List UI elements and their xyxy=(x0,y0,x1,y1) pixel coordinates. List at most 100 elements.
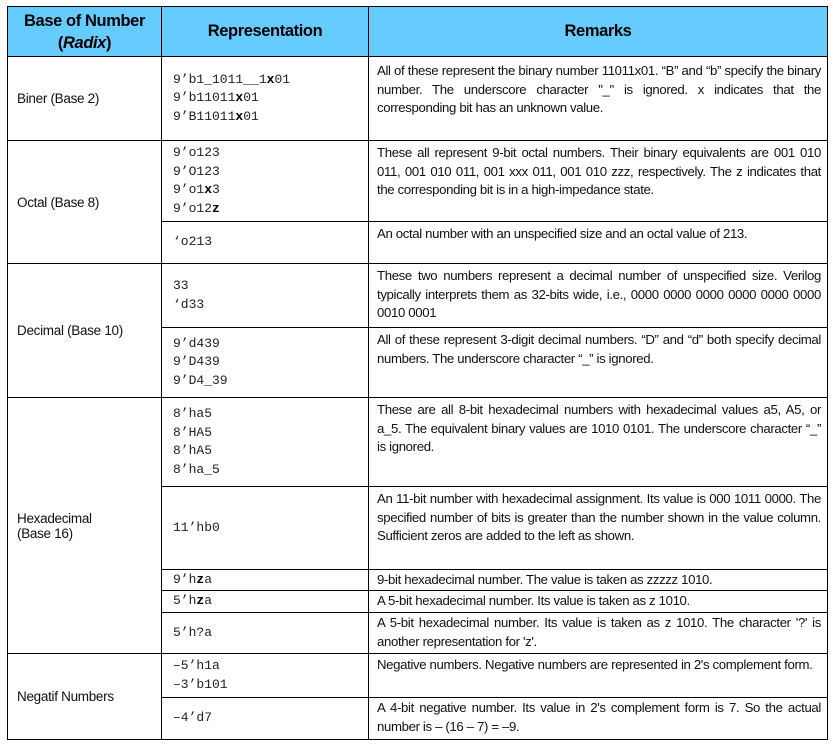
representation-line: 9’hza xyxy=(173,571,362,590)
header-remarks: Remarks xyxy=(368,6,828,57)
base-cell: Hexadecimal (Base 16) xyxy=(7,397,162,654)
remark-cell: All of these represent the binary number… xyxy=(368,56,828,141)
representation-text: 8’ha_5 xyxy=(173,461,220,477)
representation-text: ‘o213 xyxy=(173,234,213,250)
representation-line: 9’O123 xyxy=(173,163,362,182)
table-row: Negatif Numbers –5’h1a –3’b101 Negative num… xyxy=(7,653,828,740)
representation-cell: 5’hza xyxy=(161,590,369,613)
representation-text: 9’h xyxy=(173,571,197,587)
representation-line: 9’b1_1011__1x01 xyxy=(173,71,362,90)
representation-cell: 8’ha5 8’HA5 8’hA5 8’ha_5 xyxy=(161,397,369,487)
representation-cell: 11’hb0 xyxy=(161,486,369,570)
header-base-label: Base of Number xyxy=(24,11,145,30)
representation-line: 9’b11011x01 xyxy=(173,89,362,108)
representation-bold-digit: z xyxy=(196,571,205,587)
representation-cell: 5’h?a xyxy=(161,612,369,654)
representation-line: 8’hA5 xyxy=(173,442,362,461)
representation-line: –3’b101 xyxy=(173,676,362,695)
representation-line: 33 xyxy=(173,277,362,296)
representation-bold-digit: x xyxy=(235,108,244,124)
representation-text: 9’o123 xyxy=(173,145,220,160)
representation-line: –5’h1a xyxy=(173,657,362,676)
remark-cell: These all represent 9-bit octal numbers.… xyxy=(368,140,828,222)
representation-text: 9’b1_1011__1 xyxy=(173,71,267,87)
representation-text: –4’d7 xyxy=(173,710,213,726)
header-row: Base of Number (Radix) Representation Rem… xyxy=(7,6,828,57)
representation-text: 8’HA5 xyxy=(173,424,213,440)
base-cell: Decimal (Base 10) xyxy=(7,263,162,398)
representation-bold-digit: z xyxy=(212,200,220,216)
header-radix-label: Radix xyxy=(63,33,106,52)
representation-bold-digit: x xyxy=(204,182,213,197)
representation-line: 8’HA5 xyxy=(173,424,362,443)
representation-bold-digit: z xyxy=(196,593,205,609)
remark-cell: A 5-bit hexadecimal number. Its value is… xyxy=(368,590,828,613)
representation-line: 9’o12z xyxy=(173,200,362,219)
representation-line: 5’hza xyxy=(173,592,362,611)
representation-line: 9’o123 xyxy=(173,144,362,163)
representation-line: 8’ha_5 xyxy=(173,461,362,480)
representation-text: 8’hA5 xyxy=(173,443,213,458)
representation-line: 9’D439 xyxy=(173,353,362,372)
representation-cell: ‘o213 xyxy=(161,221,369,264)
remark-cell: A 5-bit hexadecimal number. Its value is… xyxy=(368,612,828,654)
representation-line: –4’d7 xyxy=(173,709,362,728)
remark-cell: These are all 8-bit hexadecimal numbers … xyxy=(368,397,828,487)
table-row: Octal (Base 8) 9’o123 9’O123 9’o1x3 9’o12z Th… xyxy=(7,140,828,264)
remark-cell: A 4-bit negative number. Its value in 2'… xyxy=(368,697,828,740)
base-cell: Octal (Base 8) xyxy=(7,140,162,264)
remark-cell: Negative numbers. Negative numbers are r… xyxy=(368,653,828,698)
representation-bold-digit: x xyxy=(235,90,244,106)
representation-text: 01 xyxy=(274,71,291,87)
representation-cell: 9’o123 9’O123 9’o1x3 9’o12z xyxy=(161,140,369,222)
representation-text: 3 xyxy=(212,182,220,197)
representation-line: 8’ha5 xyxy=(173,405,362,424)
table-row: 11’hb0 An 11-bit number with hexadecimal … xyxy=(8,486,828,570)
representation-line: 11’hb0 xyxy=(173,519,362,538)
representation-bold-digit: x xyxy=(266,71,275,87)
representation-cell: 9’d439 9’D439 9’D4_39 xyxy=(161,327,369,398)
representation-cell: –5’h1a –3’b101 xyxy=(161,653,369,698)
header-representation: Representation xyxy=(161,6,369,57)
representation-text: 9’o12 xyxy=(173,200,213,216)
remark-cell: An 11-bit number with hexadecimal assign… xyxy=(368,486,828,570)
representation-cell: –4’d7 xyxy=(161,697,369,740)
representation-line: 9’o1x3 xyxy=(173,181,362,200)
representation-text: a xyxy=(204,593,213,609)
table-row: ‘o213 An octal number with an unspecified… xyxy=(8,221,828,264)
representation-line: 9’B11011x01 xyxy=(173,108,362,127)
remark-cell: These two numbers represent a decimal nu… xyxy=(368,263,828,328)
table-row: Decimal (Base 10) 33 ‘d33 These two numbers… xyxy=(7,263,828,398)
base-cell: Negatif Numbers xyxy=(7,653,162,740)
representation-text: 01 xyxy=(243,90,259,106)
table-row: 9’hza 9-bit hexadecimal number. The value… xyxy=(8,569,828,591)
remark-cell: 9-bit hexadecimal number. The value is t… xyxy=(368,569,828,591)
representation-cell: 33 ‘d33 xyxy=(161,263,369,328)
representation-line: ‘o213 xyxy=(173,233,362,252)
header-base: Base of Number (Radix) xyxy=(7,6,162,57)
representation-text: 5’h?a xyxy=(173,624,213,640)
representation-text: –3’b101 xyxy=(173,676,228,692)
representation-text: 9’O123 xyxy=(173,163,220,179)
representation-line: 9’d439 xyxy=(173,335,362,354)
representation-text: ‘d33 xyxy=(173,296,205,312)
remark-cell: All of these represent 3-digit decimal n… xyxy=(368,327,828,398)
representation-cell: 9’b1_1011__1x01 9’b11011x01 9’B11011x01 xyxy=(161,56,369,141)
table-row: Hexadecimal (Base 16) 8’ha5 8’HA5 8’hA5 8’ha… xyxy=(7,397,828,654)
representation-text: 5’h xyxy=(173,593,197,609)
representation-line: 9’D4_39 xyxy=(173,372,362,391)
representation-line: ‘d33 xyxy=(173,296,362,315)
table-row: 5’h?a A 5-bit hexadecimal number. Its val… xyxy=(8,612,828,654)
base-cell: Biner (Base 2) xyxy=(7,56,162,141)
representation-text: 9’D439 xyxy=(173,354,220,370)
table-row: Biner (Base 2) 9’b1_1011__1x01 9’b11011x01… xyxy=(7,56,828,141)
representation-text: 33 xyxy=(173,278,189,293)
representation-text: 01 xyxy=(243,108,259,124)
representation-line: 5’h?a xyxy=(173,624,362,643)
table-row: –4’d7 A 4-bit negative number. Its value … xyxy=(8,697,828,740)
number-representation-table: Base of Number (Radix) Representation Rem… xyxy=(7,6,828,740)
representation-text: –5’h1a xyxy=(173,658,220,673)
representation-text: 8’ha5 xyxy=(173,406,213,421)
representation-text: 9’B11011 xyxy=(173,108,236,124)
representation-text: 9’D4_39 xyxy=(173,372,228,388)
